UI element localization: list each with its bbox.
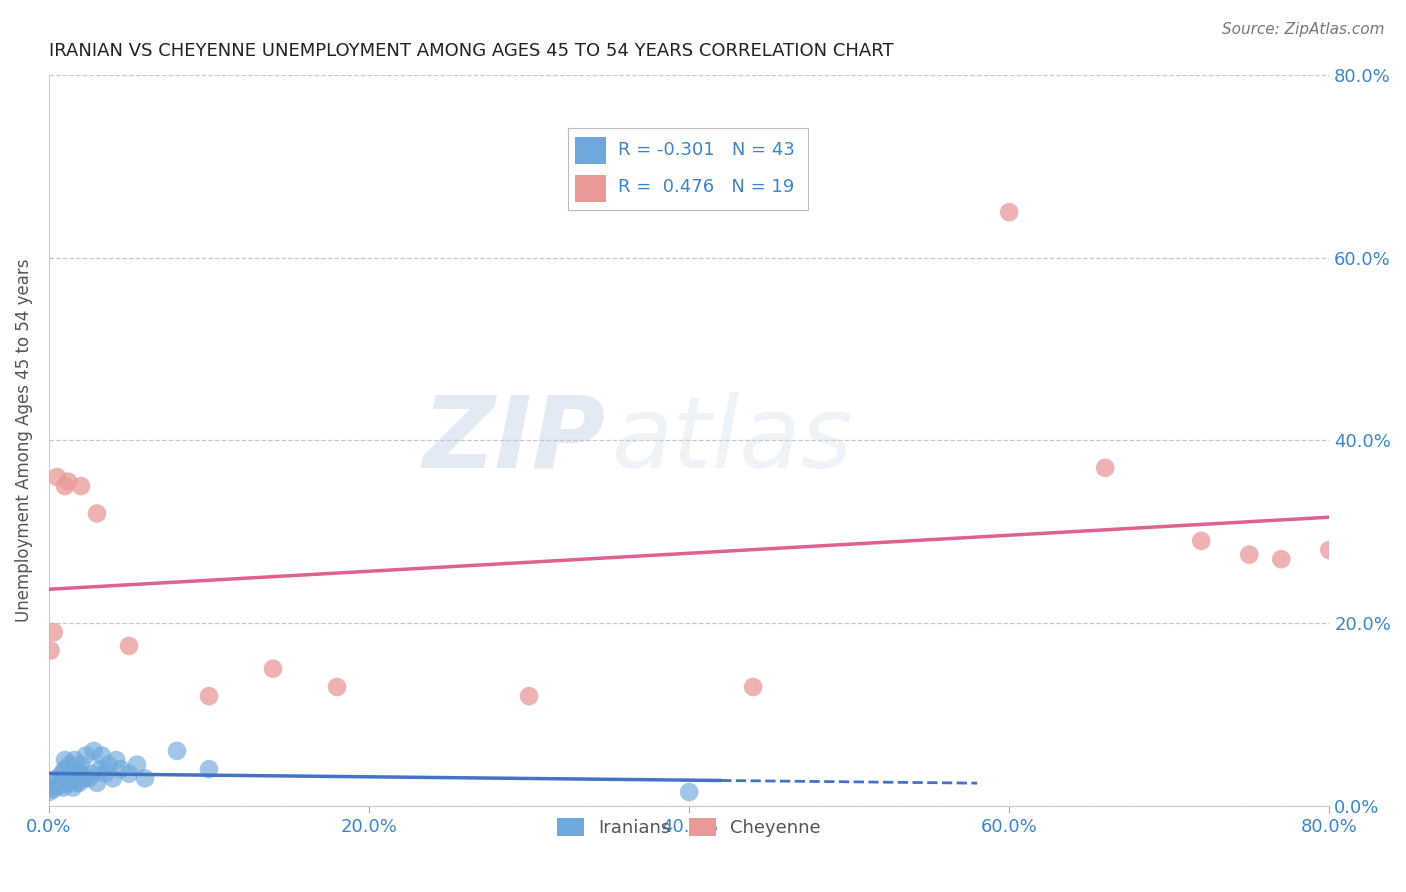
Point	[42, 782, 65, 797]
Point	[59, 757, 82, 772]
Point	[53, 753, 76, 767]
Point	[86, 776, 108, 790]
Point	[56, 776, 79, 790]
Point	[53, 762, 76, 776]
Point	[198, 762, 221, 776]
Point	[53, 479, 76, 493]
Point	[56, 475, 79, 489]
Point	[90, 748, 112, 763]
Point	[998, 205, 1021, 219]
Point	[105, 753, 128, 767]
Point	[198, 689, 221, 703]
Point	[326, 680, 349, 694]
Point	[46, 470, 69, 484]
Point	[1317, 543, 1340, 558]
Text: atlas: atlas	[612, 392, 853, 489]
Point	[262, 662, 284, 676]
Point	[62, 766, 84, 780]
Point	[70, 757, 93, 772]
Text: IRANIAN VS CHEYENNE UNEMPLOYMENT AMONG AGES 45 TO 54 YEARS CORRELATION CHART: IRANIAN VS CHEYENNE UNEMPLOYMENT AMONG A…	[49, 42, 894, 60]
FancyBboxPatch shape	[575, 136, 606, 164]
Point	[89, 762, 111, 776]
Point	[73, 772, 96, 786]
Point	[46, 772, 69, 786]
Point	[118, 639, 141, 653]
Point	[97, 757, 120, 772]
Point	[101, 772, 124, 786]
Point	[41, 780, 63, 795]
FancyBboxPatch shape	[575, 175, 606, 202]
Point	[1270, 552, 1292, 566]
Point	[67, 776, 90, 790]
Point	[52, 780, 75, 795]
Point	[51, 766, 73, 780]
Point	[59, 772, 82, 786]
Point	[134, 772, 156, 786]
Point	[75, 748, 97, 763]
Point	[118, 766, 141, 780]
Point	[70, 766, 93, 780]
Point	[742, 680, 765, 694]
Point	[86, 507, 108, 521]
Text: Source: ZipAtlas.com: Source: ZipAtlas.com	[1222, 22, 1385, 37]
Point	[110, 762, 132, 776]
Point	[125, 757, 148, 772]
Text: ZIP: ZIP	[423, 392, 606, 489]
Point	[678, 785, 700, 799]
Point	[42, 625, 65, 640]
Point	[77, 772, 100, 786]
Legend: Iranians, Cheyenne: Iranians, Cheyenne	[550, 810, 828, 844]
Point	[62, 780, 84, 795]
Point	[1189, 533, 1212, 548]
Point	[70, 479, 93, 493]
Point	[66, 772, 89, 786]
Point	[46, 776, 69, 790]
Point	[94, 766, 117, 780]
Point	[66, 764, 89, 778]
Point	[49, 779, 72, 793]
Point	[38, 785, 60, 799]
Text: R = -0.301   N = 43: R = -0.301 N = 43	[619, 141, 796, 160]
Text: R =  0.476   N = 19: R = 0.476 N = 19	[619, 178, 794, 196]
Point	[65, 776, 87, 790]
Point	[39, 643, 62, 657]
Point	[82, 766, 104, 780]
Point	[517, 689, 540, 703]
Point	[1094, 460, 1116, 475]
Point	[83, 744, 105, 758]
Y-axis label: Unemployment Among Ages 45 to 54 years: Unemployment Among Ages 45 to 54 years	[15, 259, 32, 623]
Point	[1239, 548, 1261, 562]
Point	[53, 772, 76, 786]
Point	[63, 753, 86, 767]
Point	[166, 744, 188, 758]
Point	[51, 773, 73, 788]
